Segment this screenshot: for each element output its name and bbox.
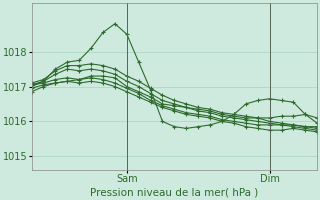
X-axis label: Pression niveau de la mer( hPa ): Pression niveau de la mer( hPa ) xyxy=(90,187,259,197)
